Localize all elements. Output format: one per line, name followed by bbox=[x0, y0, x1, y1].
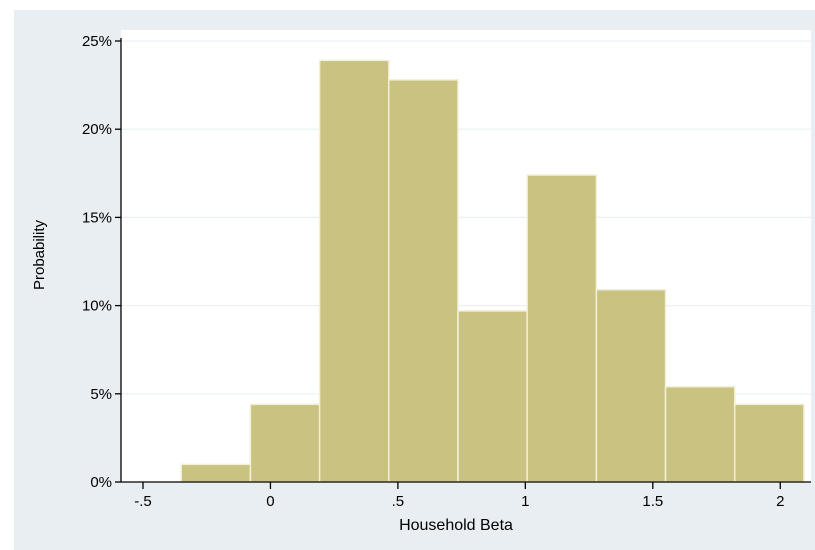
histogram-bar-5 bbox=[526, 174, 598, 483]
y-tick-label-1: 5% bbox=[90, 386, 112, 403]
histogram-bar-8 bbox=[733, 403, 805, 483]
histogram-bar-7 bbox=[664, 385, 736, 483]
y-tick-label-0: 0% bbox=[90, 474, 112, 491]
y-axis-label: Probability bbox=[31, 219, 48, 290]
histogram-bar-1 bbox=[249, 403, 321, 483]
y-tick-label-4: 20% bbox=[82, 121, 112, 138]
tick-labels: 0% 5% 10% 15% 20% 25% -.5 0 .5 1 1.5 2 bbox=[82, 33, 784, 510]
x-tick-label-5: 2 bbox=[776, 493, 784, 510]
histogram-bar-0 bbox=[180, 463, 252, 483]
histogram-bar-3 bbox=[388, 79, 459, 483]
x-axis-label: Household Beta bbox=[399, 517, 513, 534]
axes bbox=[120, 38, 811, 483]
y-tick-label-2: 10% bbox=[82, 298, 112, 315]
x-tick-label-3: 1 bbox=[521, 493, 529, 510]
x-tick-label-0: -.5 bbox=[134, 493, 152, 510]
histogram-bar-2 bbox=[318, 59, 390, 483]
histogram-bars bbox=[180, 59, 805, 483]
y-tick-label-5: 25% bbox=[82, 33, 112, 50]
x-tick-label-2: .5 bbox=[392, 493, 405, 510]
x-tick-label-1: 0 bbox=[266, 493, 274, 510]
y-tick-label-3: 15% bbox=[82, 209, 112, 226]
histogram-bar-4 bbox=[457, 310, 528, 483]
x-tick-label-4: 1.5 bbox=[642, 493, 663, 510]
histogram-bar-6 bbox=[595, 288, 667, 483]
